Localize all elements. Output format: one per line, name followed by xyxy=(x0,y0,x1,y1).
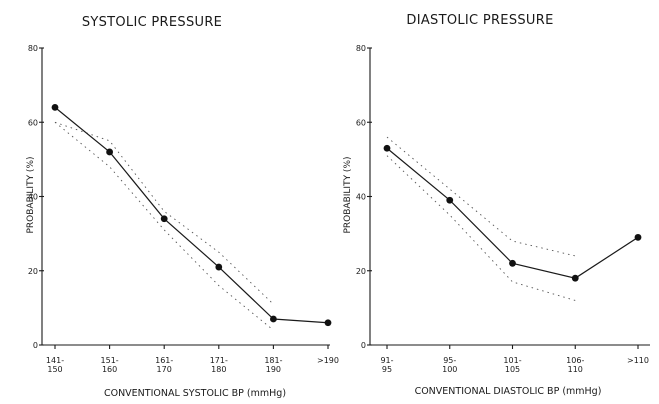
diastolic-x-tick-label: >110 xyxy=(627,356,649,365)
diastolic-data-point xyxy=(509,259,516,267)
systolic-series-line xyxy=(54,106,329,324)
diastolic-x-tick-label: 101-105 xyxy=(503,356,521,374)
diastolic-series-line xyxy=(386,147,639,279)
diastolic-data-point xyxy=(446,196,454,204)
diastolic-chart: DIASTOLIC PRESSURE CONVENTIONAL DIASTOLI… xyxy=(343,13,650,397)
systolic-x-tick-label: 181-190 xyxy=(264,356,282,374)
systolic-x-axis-label: CONVENTIONAL SYSTOLIC BP (mmHg) xyxy=(104,388,286,399)
systolic-chart: SYSTOLIC PRESSURE CONVENTIONAL SYSTOLIC … xyxy=(26,15,339,399)
diastolic-y-tick-label: 60 xyxy=(356,118,366,127)
systolic-x-tick-label: 141-150 xyxy=(46,356,64,374)
diastolic-data-point xyxy=(383,144,391,152)
diastolic-y-axis-label: PROBABILITY (%) xyxy=(343,156,353,233)
diastolic-x-tick-label: 91-95 xyxy=(380,356,393,374)
diastolic-data-point xyxy=(634,233,642,241)
diastolic-x-axis-label: CONVENTIONAL DIASTOLIC BP (mmHg) xyxy=(415,386,602,397)
systolic-y-tick-label: 20 xyxy=(28,267,38,276)
systolic-data-point xyxy=(160,215,168,223)
diastolic-y-tick-label: 80 xyxy=(356,44,366,53)
systolic-y-tick-label: 40 xyxy=(28,193,38,202)
systolic-ci-lower-line xyxy=(54,121,274,331)
diastolic-ci-upper-line xyxy=(386,136,576,257)
diastolic-x-tick-label: 106-110 xyxy=(566,356,584,374)
systolic-data-point xyxy=(270,315,277,323)
diastolic-y-tick-label: 40 xyxy=(356,193,366,202)
systolic-data-point xyxy=(215,263,223,271)
systolic-data-point xyxy=(51,104,59,111)
systolic-y-axis-label: PROBABILITY (%) xyxy=(26,156,36,233)
systolic-y-tick-label: 0 xyxy=(33,341,38,350)
diastolic-ci-lower-line xyxy=(386,155,576,301)
diastolic-y-tick-label: 0 xyxy=(361,341,366,350)
systolic-x-tick-label: 151-160 xyxy=(101,356,119,374)
systolic-x-tick-label: >190 xyxy=(317,356,339,365)
systolic-x-tick-label: 161-170 xyxy=(155,356,173,374)
diastolic-data-point xyxy=(571,274,579,282)
systolic-data-point xyxy=(106,148,113,156)
diastolic-chart-title: DIASTOLIC PRESSURE xyxy=(406,13,553,28)
systolic-x-tick-label: 171-180 xyxy=(210,356,228,374)
diastolic-y-tick-label: 20 xyxy=(356,267,366,276)
systolic-ci-upper-line xyxy=(54,121,274,305)
systolic-chart-title: SYSTOLIC PRESSURE xyxy=(82,15,222,30)
systolic-y-tick-label: 80 xyxy=(28,44,38,53)
diastolic-x-tick-label: 95-100 xyxy=(442,356,457,374)
systolic-data-point xyxy=(324,319,332,327)
systolic-y-tick-label: 60 xyxy=(28,118,38,127)
